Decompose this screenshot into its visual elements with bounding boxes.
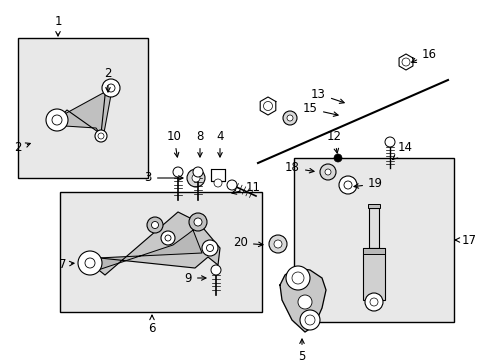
Ellipse shape xyxy=(46,109,68,131)
Polygon shape xyxy=(57,84,113,138)
Text: 12: 12 xyxy=(326,130,341,153)
Ellipse shape xyxy=(189,213,206,231)
Text: 6: 6 xyxy=(148,315,156,335)
Text: 16: 16 xyxy=(411,48,436,62)
Text: 10: 10 xyxy=(166,130,181,157)
Ellipse shape xyxy=(273,240,282,248)
Ellipse shape xyxy=(305,315,314,325)
Ellipse shape xyxy=(202,240,218,256)
Text: 4: 4 xyxy=(216,130,224,157)
Ellipse shape xyxy=(194,218,202,226)
Ellipse shape xyxy=(343,181,351,189)
Ellipse shape xyxy=(206,244,213,252)
Ellipse shape xyxy=(193,167,203,177)
Text: 15: 15 xyxy=(303,103,337,116)
Ellipse shape xyxy=(325,169,330,175)
Ellipse shape xyxy=(401,58,409,66)
Ellipse shape xyxy=(319,164,335,180)
Ellipse shape xyxy=(226,180,237,190)
Ellipse shape xyxy=(151,221,158,229)
Ellipse shape xyxy=(186,169,204,187)
Bar xyxy=(210,169,224,181)
Ellipse shape xyxy=(107,84,115,92)
Ellipse shape xyxy=(52,115,62,125)
Text: 17: 17 xyxy=(454,234,476,247)
Ellipse shape xyxy=(214,179,222,187)
Ellipse shape xyxy=(283,111,296,125)
Polygon shape xyxy=(90,212,220,275)
Ellipse shape xyxy=(192,174,200,182)
Text: 5: 5 xyxy=(298,339,305,360)
Ellipse shape xyxy=(384,137,394,147)
Text: 2: 2 xyxy=(104,67,112,92)
Ellipse shape xyxy=(364,293,382,311)
Text: 8: 8 xyxy=(196,130,203,157)
Text: 3: 3 xyxy=(144,171,183,184)
Bar xyxy=(368,208,378,248)
Polygon shape xyxy=(260,97,275,115)
Ellipse shape xyxy=(164,235,171,241)
Bar xyxy=(60,192,262,312)
Text: 14: 14 xyxy=(392,141,412,159)
Ellipse shape xyxy=(78,251,102,275)
Polygon shape xyxy=(95,220,205,271)
Ellipse shape xyxy=(299,310,319,330)
Ellipse shape xyxy=(147,217,163,233)
Text: 1: 1 xyxy=(54,15,61,36)
Text: 19: 19 xyxy=(353,177,382,190)
Ellipse shape xyxy=(285,266,309,290)
Polygon shape xyxy=(398,54,412,70)
Bar xyxy=(367,204,379,208)
Ellipse shape xyxy=(98,133,104,139)
Text: 9: 9 xyxy=(184,271,205,284)
Ellipse shape xyxy=(291,272,304,284)
Ellipse shape xyxy=(286,115,292,121)
Ellipse shape xyxy=(369,298,377,306)
Text: 2: 2 xyxy=(15,141,30,154)
Ellipse shape xyxy=(173,167,183,177)
Text: 7: 7 xyxy=(59,257,74,270)
Ellipse shape xyxy=(210,265,221,275)
Ellipse shape xyxy=(102,79,120,97)
Text: 13: 13 xyxy=(310,87,344,103)
Ellipse shape xyxy=(268,235,286,253)
Bar xyxy=(362,248,384,254)
Polygon shape xyxy=(280,268,325,332)
Text: 11: 11 xyxy=(231,181,261,194)
Bar xyxy=(18,38,148,178)
Ellipse shape xyxy=(85,258,95,268)
Bar xyxy=(362,248,384,300)
Ellipse shape xyxy=(161,231,175,245)
Ellipse shape xyxy=(297,295,311,309)
Ellipse shape xyxy=(338,176,356,194)
Ellipse shape xyxy=(333,154,341,162)
Bar xyxy=(293,158,453,322)
Text: 18: 18 xyxy=(285,162,313,175)
Ellipse shape xyxy=(263,102,272,111)
Text: 20: 20 xyxy=(233,237,263,249)
Ellipse shape xyxy=(95,130,107,142)
